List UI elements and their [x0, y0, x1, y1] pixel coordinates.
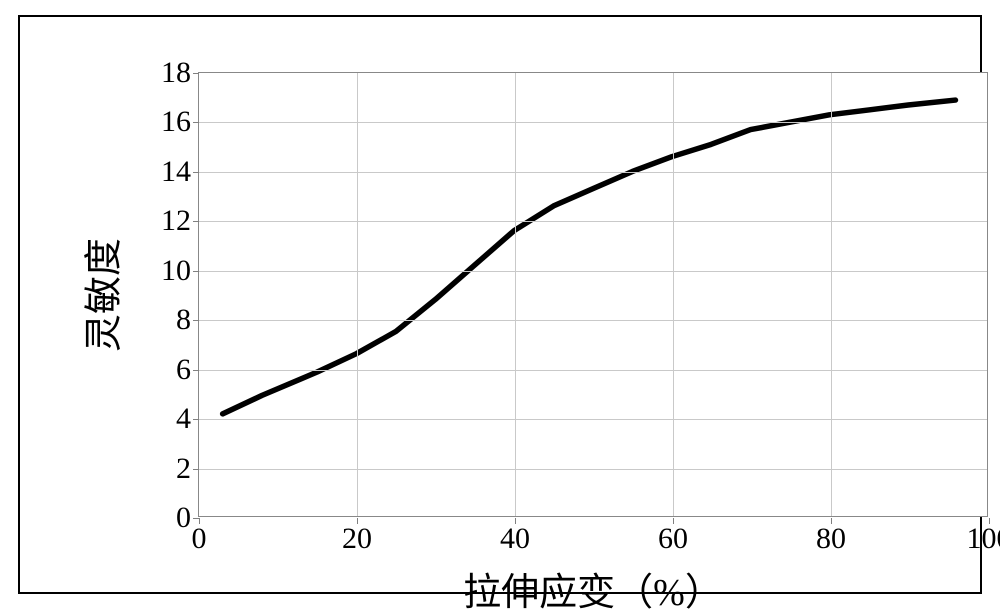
x-tick-label: 80 — [816, 516, 846, 556]
plot-area: 024681012141618020406080100 — [198, 72, 988, 517]
gridline-horizontal — [199, 469, 987, 470]
gridline-horizontal — [199, 221, 987, 222]
x-axis-title: 拉伸应变（%） — [463, 561, 723, 616]
gridline-vertical — [515, 73, 516, 516]
gridline-horizontal — [199, 172, 987, 173]
gridline-horizontal — [199, 271, 987, 272]
line-series — [199, 73, 987, 516]
y-tick-label: 14 — [161, 155, 199, 189]
y-tick-label: 4 — [176, 402, 199, 436]
x-tick-label: 20 — [342, 516, 372, 556]
x-tick-label: 60 — [658, 516, 688, 556]
gridline-horizontal — [199, 320, 987, 321]
gridline-horizontal — [199, 370, 987, 371]
y-tick-label: 6 — [176, 353, 199, 387]
chart-area: 024681012141618020406080100 灵敏度 拉伸应变（%） — [38, 32, 962, 580]
y-tick-label: 8 — [176, 303, 199, 337]
gridline-horizontal — [199, 122, 987, 123]
x-tick-label: 40 — [500, 516, 530, 556]
y-tick-label: 12 — [161, 204, 199, 238]
y-tick-label: 18 — [161, 56, 199, 90]
y-axis-title: 灵敏度 — [73, 237, 128, 351]
gridline-horizontal — [199, 419, 987, 420]
gridline-vertical — [357, 73, 358, 516]
y-tick-label: 16 — [161, 105, 199, 139]
gridline-vertical — [673, 73, 674, 516]
x-tick-label: 100 — [967, 516, 1000, 556]
gridline-vertical — [831, 73, 832, 516]
y-tick-label: 10 — [161, 254, 199, 288]
y-tick-label: 2 — [176, 452, 199, 486]
x-tick-label: 0 — [192, 516, 207, 556]
